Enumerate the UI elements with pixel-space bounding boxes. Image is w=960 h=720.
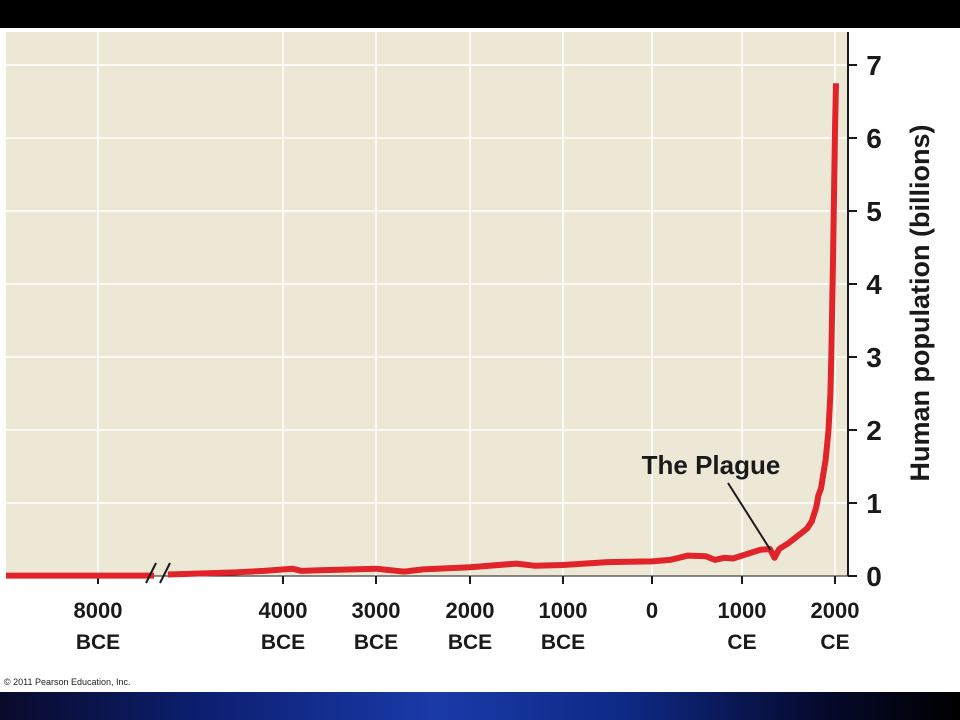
plot-area — [6, 32, 848, 576]
annotation-pointer — [727, 482, 772, 551]
bottom-bar — [0, 692, 960, 720]
top-bar — [0, 0, 960, 28]
x-tick-era-label: BCE — [541, 631, 585, 654]
x-tick-era-label: BCE — [261, 631, 305, 654]
annotation-group: The Plague — [642, 450, 781, 551]
y-axis-label: Human population (billions) — [905, 125, 935, 482]
y-tick-label: 7 — [866, 50, 882, 81]
axis-break-mark — [145, 562, 157, 584]
copyright-text: © 2011 Pearson Education, Inc. — [4, 677, 131, 687]
x-tick-label: 2000 — [446, 598, 495, 623]
axis-break-mark — [159, 562, 171, 584]
x-tick-label: 1000 — [718, 598, 767, 623]
series-line — [167, 83, 839, 578]
y-tick-label: 5 — [866, 196, 882, 227]
annotation-label: The Plague — [642, 450, 781, 480]
y-tick-label: 1 — [866, 488, 882, 519]
x-tick-era-label: CE — [820, 631, 849, 654]
x-tick-label: 8000 — [74, 598, 123, 623]
y-tick-label: 2 — [866, 415, 882, 446]
series-group — [6, 83, 839, 579]
x-tick-era-label: BCE — [76, 631, 120, 654]
x-tick-label: 0 — [646, 598, 658, 623]
x-axis-ticks: 8000 BCE 4000 BCE 3000 BCE 2000 BCE 1000 BCE 0 1000… — [74, 576, 860, 654]
y-tick-label: 0 — [866, 561, 882, 592]
y-tick-label: 3 — [866, 342, 882, 373]
x-tick-label: 3000 — [352, 598, 401, 623]
x-tick-era-label: CE — [727, 631, 756, 654]
x-tick-label: 4000 — [259, 598, 308, 623]
axis-break — [145, 562, 171, 584]
x-tick-label: 1000 — [539, 598, 588, 623]
x-tick-label: 2000 — [811, 598, 860, 623]
y-tick-label: 4 — [866, 269, 882, 300]
population-chart: 0 1 2 3 4 5 6 7 8000 BCE 4000 BCE 3000 BCE 2000 BCE 100… — [6, 32, 935, 654]
x-tick-era-label: BCE — [354, 631, 398, 654]
x-tick-era-label: BCE — [448, 631, 492, 654]
y-tick-label: 6 — [866, 123, 882, 154]
y-axis-ticks: 0 1 2 3 4 5 6 7 — [848, 50, 882, 592]
